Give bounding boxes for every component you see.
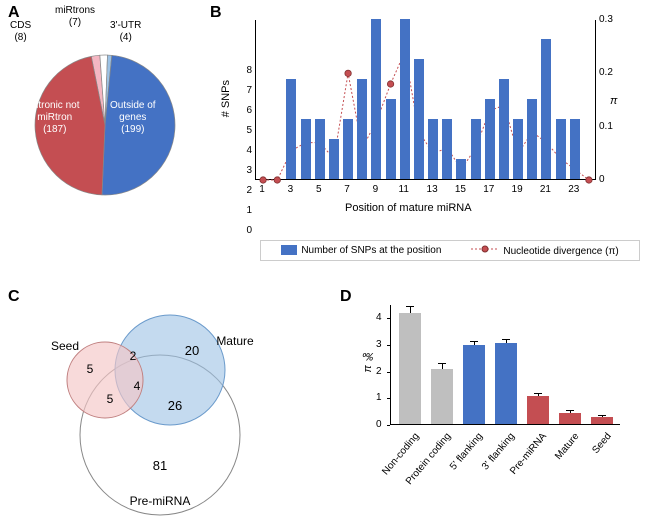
snp-bar	[286, 79, 296, 179]
line-swatch	[471, 244, 499, 254]
snp-bar	[301, 119, 311, 179]
d-bar	[463, 345, 485, 424]
legend-line-item: Nucleotide divergence (π)	[471, 244, 618, 257]
snp-bar	[400, 19, 410, 179]
pie-label-outside: Outside ofgenes(199)	[110, 100, 156, 136]
snp-bar	[357, 79, 367, 179]
y-right-tick: 0	[599, 174, 605, 185]
snp-bar	[541, 39, 551, 179]
svg-text:Seed: Seed	[51, 339, 79, 353]
d-bar	[431, 369, 453, 424]
d-y-tick: 3	[376, 339, 382, 350]
panel-c-label: C	[8, 288, 20, 306]
pie-label-utr: 3'-UTR(4)	[110, 20, 141, 44]
y-right-label: π	[610, 95, 617, 107]
y-right-tick: 0.2	[599, 67, 613, 78]
x-tick: 15	[455, 184, 466, 195]
panel-c-venn: 5 2 5 4 20 26 81 Seed Mature Pre-miRNA	[20, 310, 320, 520]
snp-bar	[442, 119, 452, 179]
snp-bar	[527, 99, 537, 179]
chart-d-plot	[390, 305, 620, 425]
d-y-tick: 2	[376, 366, 382, 377]
svg-text:Pre-miRNA: Pre-miRNA	[130, 494, 191, 508]
svg-text:81: 81	[153, 458, 167, 473]
svg-text:4: 4	[134, 379, 141, 393]
snp-bar	[386, 99, 396, 179]
x-tick: 3	[288, 184, 294, 195]
x-label: Position of mature miRNA	[345, 202, 472, 214]
x-tick: 21	[540, 184, 551, 195]
snp-bar	[556, 119, 566, 179]
d-y-tick: 4	[376, 312, 382, 323]
d-x-tick: Seed	[590, 431, 613, 456]
x-tick: 23	[568, 184, 579, 195]
right-axis	[595, 20, 596, 180]
panel-a-pie: CDS(8) miRtrons(7) 3'-UTR(4) Outside ofg…	[0, 0, 210, 240]
chart-b-plot	[255, 20, 595, 180]
x-tick: 5	[316, 184, 322, 195]
x-tick: 7	[344, 184, 350, 195]
x-tick: 17	[483, 184, 494, 195]
d-x-tick: 5' flanking	[448, 431, 485, 472]
y-right-tick: 0.3	[599, 14, 613, 25]
d-y-tick: 1	[376, 392, 382, 403]
y-right-tick: 0.1	[599, 121, 613, 132]
snp-bar	[570, 119, 580, 179]
panel-d-label: D	[340, 288, 352, 306]
legend-bar-text: Number of SNPs at the position	[301, 245, 441, 256]
svg-text:Mature: Mature	[216, 334, 254, 348]
x-tick: 19	[512, 184, 523, 195]
d-bar	[399, 313, 421, 424]
x-tick: 1	[259, 184, 265, 195]
snp-bar	[371, 19, 381, 179]
pie-label-mirtrons: miRtrons(7)	[55, 5, 95, 29]
snp-bar	[456, 159, 466, 179]
svg-text:2: 2	[130, 349, 137, 363]
pie-label-intronic: Intronic notmiRtron(187)	[30, 100, 79, 136]
svg-text:5: 5	[107, 392, 114, 406]
bar-swatch	[281, 245, 297, 255]
x-tick: 11	[399, 184, 409, 195]
snp-bar	[414, 59, 424, 179]
snp-bar	[499, 79, 509, 179]
legend-b: Number of SNPs at the position Nucleotid…	[260, 240, 640, 261]
d-bar	[527, 396, 549, 424]
d-bar	[495, 343, 517, 424]
svg-text:5: 5	[87, 362, 94, 376]
legend-line-text: Nucleotide divergence (π)	[503, 246, 618, 257]
y-left-tick: 8	[240, 65, 252, 165]
x-tick: 9	[373, 184, 379, 195]
snp-bar	[343, 119, 353, 179]
y-left-label: # SNPs	[220, 80, 232, 117]
snp-bar	[485, 99, 495, 179]
snp-bar	[428, 119, 438, 179]
legend-bar-item: Number of SNPs at the position	[281, 245, 441, 256]
d-bar	[559, 413, 581, 424]
venn-svg: 5 2 5 4 20 26 81 Seed Mature Pre-miRNA	[20, 310, 320, 520]
pie-label-cds: CDS(8)	[10, 20, 31, 44]
svg-text:26: 26	[168, 398, 182, 413]
snp-bar	[315, 119, 325, 179]
panel-d-chart: π ‰ Non-codingProtein coding5' flanking3…	[360, 300, 645, 525]
snp-bar	[513, 119, 523, 179]
x-tick: 13	[427, 184, 438, 195]
y-d-label: π ‰	[362, 350, 374, 372]
snp-bar	[329, 139, 339, 179]
snp-bar	[471, 119, 481, 179]
svg-text:20: 20	[185, 343, 199, 358]
d-x-tick: Mature	[553, 431, 581, 462]
d-bar	[591, 417, 613, 424]
d-y-tick: 0	[376, 419, 382, 430]
panel-b-chart: # SNPs π Position of mature miRNA 012345…	[215, 10, 645, 270]
